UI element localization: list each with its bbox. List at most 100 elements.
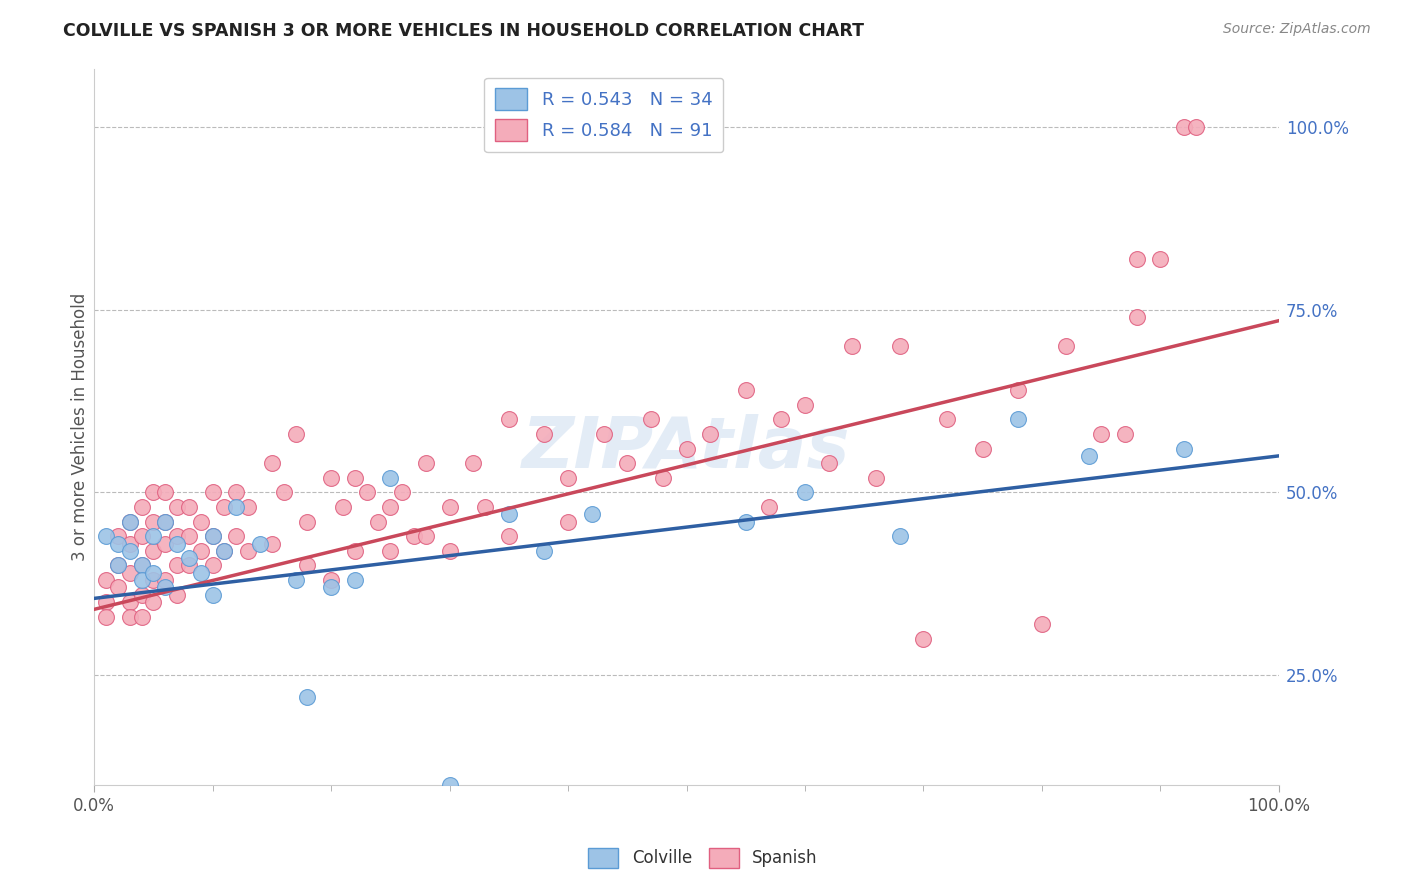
- Point: [214, 500, 236, 514]
- Point: [107, 558, 129, 573]
- Point: [415, 529, 437, 543]
- Point: [131, 558, 153, 573]
- Point: [177, 551, 200, 566]
- Point: [107, 536, 129, 550]
- Point: [107, 581, 129, 595]
- Point: [439, 500, 461, 514]
- Point: [889, 529, 911, 543]
- Point: [166, 529, 188, 543]
- Point: [118, 609, 141, 624]
- Point: [201, 529, 224, 543]
- Point: [201, 529, 224, 543]
- Point: [402, 529, 425, 543]
- Point: [319, 581, 342, 595]
- Point: [107, 558, 129, 573]
- Point: [214, 544, 236, 558]
- Point: [936, 412, 959, 426]
- Point: [118, 515, 141, 529]
- Point: [758, 500, 780, 514]
- Point: [498, 508, 520, 522]
- Point: [118, 595, 141, 609]
- Point: [94, 609, 117, 624]
- Point: [131, 609, 153, 624]
- Point: [155, 515, 177, 529]
- Point: [190, 515, 212, 529]
- Point: [675, 442, 697, 456]
- Point: [297, 558, 319, 573]
- Point: [297, 515, 319, 529]
- Point: [142, 566, 165, 580]
- Point: [865, 471, 887, 485]
- Point: [651, 471, 673, 485]
- Point: [640, 412, 662, 426]
- Point: [343, 544, 366, 558]
- Point: [177, 529, 200, 543]
- Point: [177, 500, 200, 514]
- Point: [131, 500, 153, 514]
- Point: [616, 456, 638, 470]
- Point: [817, 456, 839, 470]
- Point: [343, 471, 366, 485]
- Point: [166, 588, 188, 602]
- Point: [236, 500, 259, 514]
- Point: [131, 573, 153, 587]
- Point: [474, 500, 496, 514]
- Point: [190, 566, 212, 580]
- Point: [1114, 426, 1136, 441]
- Point: [343, 573, 366, 587]
- Point: [155, 536, 177, 550]
- Point: [260, 536, 283, 550]
- Point: [297, 690, 319, 704]
- Point: [201, 558, 224, 573]
- Point: [225, 485, 247, 500]
- Point: [699, 426, 721, 441]
- Point: [273, 485, 295, 500]
- Point: [1173, 120, 1195, 134]
- Point: [155, 485, 177, 500]
- Point: [380, 471, 402, 485]
- Point: [142, 529, 165, 543]
- Point: [1007, 383, 1029, 397]
- Point: [1125, 310, 1147, 324]
- Point: [463, 456, 485, 470]
- Point: [734, 515, 756, 529]
- Point: [284, 426, 307, 441]
- Point: [142, 544, 165, 558]
- Point: [889, 339, 911, 353]
- Point: [131, 588, 153, 602]
- Point: [1149, 252, 1171, 266]
- Point: [770, 412, 793, 426]
- Point: [131, 558, 153, 573]
- Point: [794, 398, 817, 412]
- Point: [533, 544, 555, 558]
- Point: [1007, 412, 1029, 426]
- Point: [94, 595, 117, 609]
- Point: [592, 426, 614, 441]
- Point: [260, 456, 283, 470]
- Point: [155, 581, 177, 595]
- Point: [439, 778, 461, 792]
- Point: [356, 485, 378, 500]
- Point: [581, 508, 603, 522]
- Point: [1054, 339, 1077, 353]
- Point: [1173, 442, 1195, 456]
- Point: [107, 529, 129, 543]
- Point: [236, 544, 259, 558]
- Point: [94, 529, 117, 543]
- Point: [498, 412, 520, 426]
- Legend: Colville, Spanish: Colville, Spanish: [582, 841, 824, 875]
- Point: [94, 573, 117, 587]
- Point: [319, 471, 342, 485]
- Point: [225, 529, 247, 543]
- Point: [190, 544, 212, 558]
- Point: [201, 485, 224, 500]
- Point: [533, 426, 555, 441]
- Point: [380, 500, 402, 514]
- Point: [142, 515, 165, 529]
- Point: [557, 515, 579, 529]
- Point: [155, 515, 177, 529]
- Point: [118, 544, 141, 558]
- Point: [972, 442, 994, 456]
- Point: [284, 573, 307, 587]
- Point: [118, 566, 141, 580]
